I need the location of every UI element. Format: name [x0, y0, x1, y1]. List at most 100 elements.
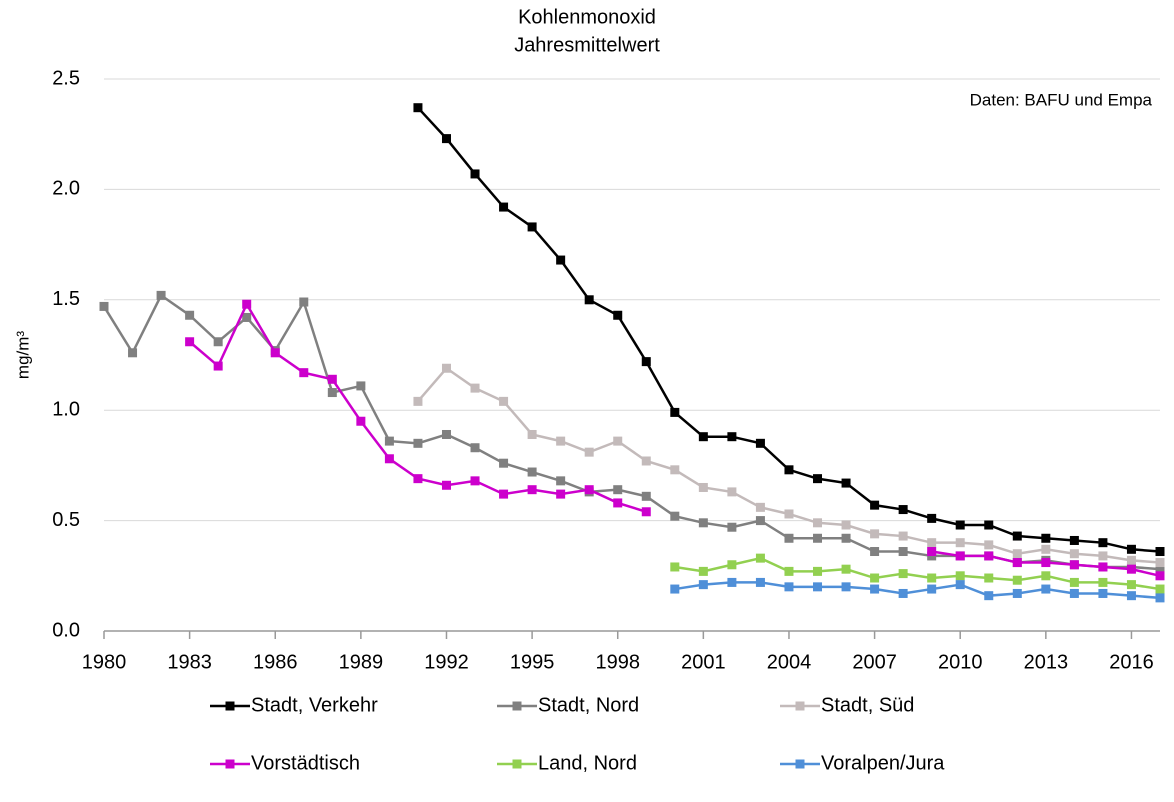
marker [299, 297, 309, 307]
marker [984, 591, 994, 601]
marker [1012, 531, 1022, 541]
marker [670, 584, 680, 594]
marker [870, 500, 880, 510]
series-line [674, 556, 1161, 591]
legend-marker [512, 701, 522, 711]
legend-label: Stadt, Nord [538, 694, 639, 716]
marker [613, 485, 623, 495]
legend-marker [795, 701, 805, 711]
marker [185, 337, 195, 347]
marker [641, 491, 651, 501]
marker [927, 573, 937, 583]
marker [99, 301, 109, 311]
marker [1012, 549, 1022, 559]
legend-marker [512, 759, 522, 769]
marker [1012, 575, 1022, 585]
marker [927, 584, 937, 594]
marker [870, 584, 880, 594]
y-tick-label: 0.0 [52, 619, 80, 641]
marker [841, 582, 851, 592]
marker [898, 547, 908, 557]
marker [898, 531, 908, 541]
marker [185, 310, 195, 320]
marker [1069, 549, 1079, 559]
marker [356, 381, 366, 391]
marker [755, 502, 765, 512]
x-tick-label: 1986 [253, 651, 298, 673]
marker [470, 476, 480, 486]
marker [1069, 588, 1079, 598]
x-tick-label: 2013 [1024, 651, 1069, 673]
marker [441, 480, 451, 490]
marker [156, 290, 166, 300]
marker [1069, 577, 1079, 587]
marker [384, 454, 394, 464]
marker [898, 588, 908, 598]
y-tick-label: 2.0 [52, 178, 80, 200]
marker [1126, 580, 1136, 590]
marker [955, 571, 965, 581]
marker [670, 407, 680, 417]
marker [984, 520, 994, 530]
series-line [674, 581, 1161, 600]
marker [813, 533, 823, 543]
marker [813, 518, 823, 528]
y-tick-label: 2.5 [52, 67, 80, 89]
marker [1012, 558, 1022, 568]
marker [784, 566, 794, 576]
legend-label: Land, Nord [538, 752, 637, 774]
marker [613, 436, 623, 446]
marker [384, 436, 394, 446]
marker [499, 489, 509, 499]
legend-label: Stadt, Süd [821, 694, 914, 716]
x-tick-label: 2007 [852, 651, 897, 673]
marker [727, 487, 737, 497]
marker [784, 465, 794, 475]
series-line [417, 106, 1161, 553]
marker [698, 566, 708, 576]
marker [1098, 551, 1108, 561]
marker [841, 533, 851, 543]
marker [556, 489, 566, 499]
marker [727, 432, 737, 442]
marker [242, 312, 252, 322]
marker [499, 458, 509, 468]
marker [955, 551, 965, 561]
x-tick-label: 1992 [424, 651, 469, 673]
marker [1155, 571, 1165, 581]
marker [527, 429, 537, 439]
marker [527, 467, 537, 477]
chart-subtitle: Jahresmittelwert [514, 34, 660, 56]
marker [1098, 562, 1108, 572]
marker [641, 456, 651, 466]
marker [927, 547, 937, 557]
legend-marker [225, 759, 235, 769]
x-tick-label: 1998 [595, 651, 640, 673]
legend-label: Voralpen/Jura [821, 752, 945, 774]
marker [356, 416, 366, 426]
marker [1041, 584, 1051, 594]
marker [1126, 564, 1136, 574]
marker [1155, 547, 1165, 557]
marker [841, 564, 851, 574]
marker [813, 474, 823, 484]
marker [1041, 558, 1051, 568]
marker [1155, 564, 1165, 574]
marker [670, 511, 680, 521]
marker [1041, 544, 1051, 554]
chart-title: Kohlenmonoxid [518, 6, 656, 28]
marker [441, 429, 451, 439]
marker [955, 520, 965, 530]
marker [727, 577, 737, 587]
y-axis-label: mg/m³ [13, 331, 32, 380]
marker [955, 580, 965, 590]
marker [813, 566, 823, 576]
marker [898, 505, 908, 515]
marker [698, 518, 708, 528]
x-tick-label: 2001 [681, 651, 726, 673]
legend-label: Vorstädtisch [251, 752, 360, 774]
marker [213, 361, 223, 371]
y-tick-label: 1.5 [52, 288, 80, 310]
marker [499, 202, 509, 212]
